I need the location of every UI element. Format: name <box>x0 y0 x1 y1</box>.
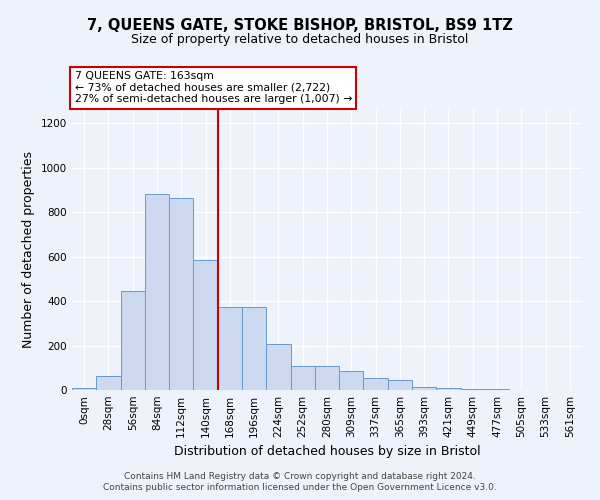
Bar <box>436 388 461 390</box>
Bar <box>169 198 193 390</box>
Bar <box>193 260 218 390</box>
Bar <box>339 371 364 390</box>
Bar <box>388 380 412 390</box>
Text: 7 QUEENS GATE: 163sqm
← 73% of detached houses are smaller (2,722)
27% of semi-d: 7 QUEENS GATE: 163sqm ← 73% of detached … <box>74 71 352 104</box>
Bar <box>290 366 315 390</box>
Bar <box>485 389 509 390</box>
Text: 7, QUEENS GATE, STOKE BISHOP, BRISTOL, BS9 1TZ: 7, QUEENS GATE, STOKE BISHOP, BRISTOL, B… <box>87 18 513 32</box>
Bar <box>145 194 169 390</box>
Text: Contains HM Land Registry data © Crown copyright and database right 2024.: Contains HM Land Registry data © Crown c… <box>124 472 476 481</box>
Bar <box>121 291 145 390</box>
Y-axis label: Number of detached properties: Number of detached properties <box>22 152 35 348</box>
Text: Contains public sector information licensed under the Open Government Licence v3: Contains public sector information licen… <box>103 484 497 492</box>
Bar <box>218 306 242 390</box>
X-axis label: Distribution of detached houses by size in Bristol: Distribution of detached houses by size … <box>173 446 481 458</box>
Bar <box>242 306 266 390</box>
Bar <box>461 389 485 390</box>
Bar <box>412 386 436 390</box>
Bar <box>266 344 290 390</box>
Bar <box>72 388 96 390</box>
Bar <box>315 366 339 390</box>
Text: Size of property relative to detached houses in Bristol: Size of property relative to detached ho… <box>131 32 469 46</box>
Bar <box>364 378 388 390</box>
Bar <box>96 376 121 390</box>
